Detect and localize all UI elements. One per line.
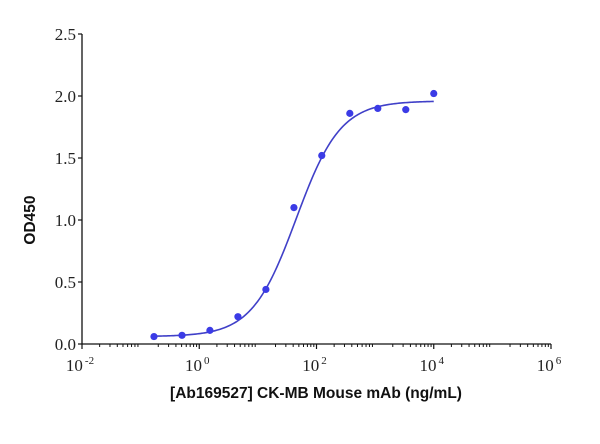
y-tick-label: 1.0 xyxy=(55,211,76,230)
y-tick-label: 2.0 xyxy=(55,87,76,106)
y-tick-label: 2.5 xyxy=(55,25,76,44)
y-axis: 0.0 0.5 1.0 1.5 2.0 2.5 xyxy=(55,25,83,354)
data-point xyxy=(234,313,242,321)
data-point xyxy=(290,204,298,212)
x-tick-label: 10 4 xyxy=(420,355,445,375)
fit-curve xyxy=(153,100,434,337)
y-axis-title: OD450 xyxy=(22,195,39,244)
y-tick-label: 1.5 xyxy=(55,149,76,168)
data-point xyxy=(346,109,354,117)
x-tick-label: 10 6 xyxy=(537,355,562,375)
x-axis-title: [Ab169527] CK-MB Mouse mAb (ng/mL) xyxy=(170,385,462,402)
x-tick-label: 10 -2 xyxy=(66,355,94,375)
data-point xyxy=(262,285,270,294)
data-point xyxy=(206,326,214,334)
x-axis: 10 -2 10 0 10 2 10 4 10 6 xyxy=(66,343,562,375)
data-point xyxy=(374,104,382,112)
x-tick-label: 10 2 xyxy=(302,355,327,375)
data-point xyxy=(402,106,410,114)
x-tick-label: 10 0 xyxy=(185,355,210,375)
data-point xyxy=(178,331,186,339)
data-points xyxy=(150,89,438,341)
y-tick-label: 0.0 xyxy=(55,335,76,354)
y-tick-label: 0.5 xyxy=(55,273,76,292)
data-point xyxy=(318,151,326,160)
data-point xyxy=(430,89,438,98)
data-point xyxy=(150,332,158,341)
